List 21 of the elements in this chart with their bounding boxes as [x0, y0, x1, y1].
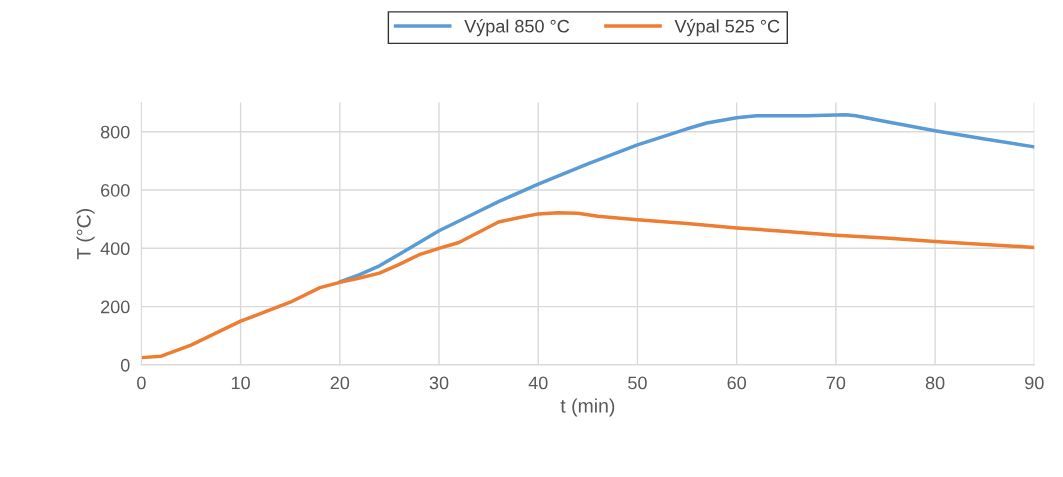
- y-tick-label: 800: [100, 125, 130, 139]
- x-tick-label: 20: [330, 376, 350, 390]
- x-tick-label: 40: [528, 376, 548, 390]
- y-tick-label: 200: [101, 300, 130, 314]
- legend-label: Výpal 525 °C: [674, 19, 780, 37]
- x-tick-label: 0: [137, 376, 146, 390]
- line-series: [141, 211, 1035, 360]
- x-tick-label: 60: [727, 376, 746, 390]
- legend-label: Výpal 850 °C: [464, 19, 570, 37]
- y-tick-label: 600: [101, 183, 130, 197]
- x-tick-label: 90: [1025, 376, 1044, 390]
- x-tick-label: 70: [826, 376, 846, 390]
- y-axis-title: T (°C): [76, 209, 95, 260]
- x-tick-label: 80: [925, 376, 945, 390]
- line-series: [338, 113, 1035, 284]
- y-tick-label: 400: [100, 242, 130, 256]
- y-tick-label: 0: [120, 358, 130, 372]
- x-tick-label: 30: [429, 376, 449, 390]
- x-tick-label: 10: [231, 376, 250, 390]
- x-axis-title: t (min): [560, 398, 615, 417]
- x-tick-label: 50: [628, 376, 647, 390]
